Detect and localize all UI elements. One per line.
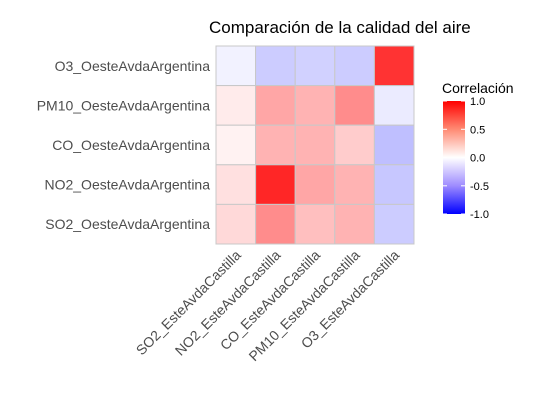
heatmap-cell	[255, 164, 296, 205]
heatmap-cell	[294, 164, 336, 205]
heatmap-cell	[255, 45, 296, 87]
y-tick-label: PM10_OesteAvdaArgentina	[37, 97, 211, 113]
legend-tick-label: 0.0	[470, 153, 485, 165]
heatmap-cells	[215, 45, 415, 245]
heatmap-cell	[255, 124, 296, 166]
x-axis-labels: SO2_EsteAvdaCastillaNO2_EsteAvdaCastilla…	[133, 247, 403, 364]
legend-title: Correlación	[442, 80, 514, 96]
heatmap-cell	[334, 85, 375, 126]
y-axis-labels: O3_OesteAvdaArgentina PM10_OesteAvdaArgen…	[37, 58, 211, 232]
heatmap-cell	[373, 124, 415, 166]
heatmap-cell	[294, 203, 336, 245]
y-tick-label: CO_OesteAvdaArgentina	[52, 137, 210, 153]
heatmap-cell	[215, 85, 257, 126]
heatmap-cell	[294, 45, 336, 87]
legend-colorbar	[443, 101, 465, 214]
y-tick-label: SO2_OesteAvdaArgentina	[45, 216, 210, 232]
legend-tick-label: 0.5	[470, 124, 485, 136]
heatmap-cell	[255, 203, 296, 245]
heatmap-cell	[373, 203, 415, 245]
heatmap-cell	[334, 203, 375, 245]
chart-title: Comparación de la calidad del aire	[209, 18, 471, 37]
heatmap-cell	[373, 85, 415, 126]
legend-tick-label: -0.5	[470, 181, 489, 193]
heatmap-cell	[294, 124, 336, 166]
heatmap-cell	[255, 85, 296, 126]
y-tick-label: NO2_OesteAvdaArgentina	[44, 177, 210, 193]
heatmap-cell	[215, 124, 257, 166]
heatmap-cell	[215, 203, 257, 245]
y-tick-label: O3_OesteAvdaArgentina	[55, 58, 211, 74]
legend: Correlación 1.0 0.5 0.0 -0.5 -1.0	[442, 80, 514, 221]
heatmap-cell	[334, 45, 375, 87]
legend-tick-label: -1.0	[470, 209, 489, 221]
heatmap-cell	[334, 164, 375, 205]
heatmap-cell	[215, 45, 257, 87]
heatmap-cell	[373, 45, 415, 87]
legend-ticks: 1.0 0.5 0.0 -0.5 -1.0	[443, 96, 489, 221]
heatmap-cell	[215, 164, 257, 205]
legend-tick-label: 1.0	[470, 96, 485, 108]
heatmap-cell	[294, 85, 336, 126]
heatmap-cell	[373, 164, 415, 205]
heatmap-cell	[334, 124, 375, 166]
